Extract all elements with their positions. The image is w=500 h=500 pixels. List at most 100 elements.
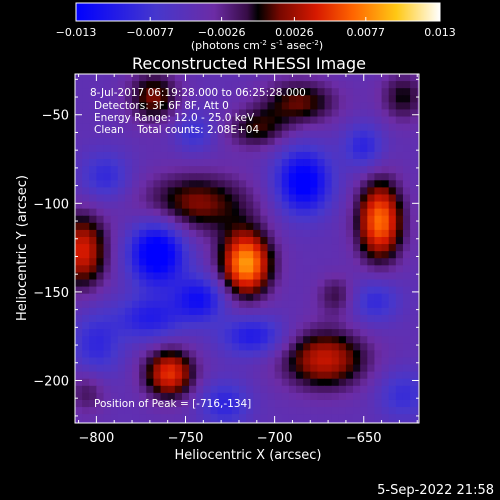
heatmap-pixel [89, 279, 97, 288]
heatmap-pixel [388, 336, 397, 344]
heatmap-pixel [75, 265, 83, 273]
heatmap-pixel [96, 151, 105, 160]
heatmap-pixel [353, 392, 361, 401]
heatmap-pixel [281, 414, 290, 422]
heatmap-pixel [167, 336, 176, 344]
heatmap-pixel [196, 357, 204, 366]
heatmap-pixel [374, 357, 383, 366]
heatmap-pixel [203, 88, 211, 96]
heatmap-pixel [317, 130, 326, 139]
heatmap-pixel [139, 307, 147, 316]
heatmap-pixel [303, 322, 311, 330]
heatmap-pixel [103, 300, 112, 309]
heatmap-pixel [303, 130, 311, 139]
heatmap-pixel [274, 159, 283, 167]
heatmap-pixel [288, 151, 297, 160]
heatmap-pixel [110, 279, 119, 288]
heatmap-pixel [260, 130, 268, 139]
heatmap-pixel [160, 329, 169, 337]
heatmap-pixel [89, 399, 97, 408]
heatmap-pixel [231, 166, 240, 174]
heatmap-pixel [89, 258, 97, 266]
heatmap-pixel [210, 307, 219, 316]
heatmap-pixel [210, 208, 219, 217]
heatmap-pixel [288, 194, 297, 203]
heatmap-pixel [246, 399, 254, 408]
heatmap-pixel [82, 279, 90, 288]
heatmap-pixel [224, 201, 233, 210]
heatmap-pixel [246, 194, 254, 203]
heatmap-pixel [210, 236, 219, 245]
heatmap-pixel [345, 300, 354, 309]
heatmap-pixel [224, 159, 233, 167]
heatmap-pixel [253, 336, 261, 344]
heatmap-pixel [310, 81, 318, 89]
heatmap-pixel [395, 95, 404, 103]
heatmap-pixel [153, 159, 162, 167]
heatmap-pixel [395, 236, 404, 245]
heatmap-pixel [260, 407, 268, 415]
heatmap-pixel [210, 421, 219, 424]
heatmap-pixel [167, 322, 176, 330]
heatmap-pixel [395, 194, 404, 203]
heatmap-pixel [417, 187, 420, 195]
heatmap-pixel [96, 314, 105, 323]
heatmap-pixel [238, 371, 247, 380]
heatmap-pixel [153, 279, 162, 288]
heatmap-pixel [146, 286, 154, 295]
heatmap-pixel [96, 343, 105, 351]
heatmap-pixel [353, 187, 361, 195]
heatmap-pixel [267, 215, 276, 224]
heatmap-pixel [374, 385, 383, 394]
heatmap-pixel [246, 166, 254, 174]
heatmap-pixel [274, 244, 283, 252]
heatmap-pixel [124, 201, 133, 210]
heatmap-pixel [317, 137, 326, 146]
heatmap-pixel [260, 123, 268, 132]
heatmap-pixel [167, 81, 176, 89]
heatmap-pixel [132, 208, 140, 217]
heatmap-pixel [238, 329, 247, 337]
heatmap-pixel [174, 208, 183, 217]
heatmap-pixel [324, 336, 333, 344]
heatmap-pixel [331, 251, 340, 259]
heatmap-pixel [310, 151, 318, 160]
heatmap-pixel [353, 265, 361, 273]
heatmap-pixel [274, 180, 283, 188]
heatmap-pixel [338, 293, 347, 302]
heatmap-pixel [196, 251, 204, 259]
heatmap-pixel [303, 293, 311, 302]
heatmap-pixel [310, 187, 318, 195]
heatmap-pixel [260, 95, 268, 103]
heatmap-pixel [296, 130, 304, 139]
heatmap-pixel [345, 151, 354, 160]
heatmap-pixel [153, 229, 162, 238]
heatmap-pixel [345, 208, 354, 217]
heatmap-pixel [132, 329, 140, 337]
heatmap-pixel [153, 300, 162, 309]
heatmap-pixel [231, 102, 240, 110]
heatmap-pixel [75, 378, 83, 387]
heatmap-pixel [274, 187, 283, 195]
heatmap-pixel [281, 130, 290, 139]
heatmap-pixel [374, 151, 383, 160]
heatmap-pixel [253, 130, 261, 139]
heatmap-pixel [124, 279, 133, 288]
heatmap-pixel [82, 392, 90, 401]
heatmap-pixel [189, 130, 197, 139]
heatmap-pixel [402, 194, 411, 203]
heatmap-pixel [75, 229, 83, 238]
heatmap-pixel [174, 116, 183, 125]
heatmap-pixel [217, 180, 226, 188]
heatmap-pixel [253, 123, 261, 132]
heatmap-pixel [274, 74, 283, 82]
heatmap-pixel [146, 244, 154, 252]
heatmap-pixel [317, 258, 326, 266]
heatmap-pixel [75, 88, 83, 96]
heatmap-pixel [110, 123, 119, 132]
heatmap-pixel [274, 265, 283, 273]
heatmap-pixel [353, 343, 361, 351]
heatmap-pixel [110, 272, 119, 281]
heatmap-pixel [89, 371, 97, 380]
heatmap-pixel [310, 88, 318, 96]
